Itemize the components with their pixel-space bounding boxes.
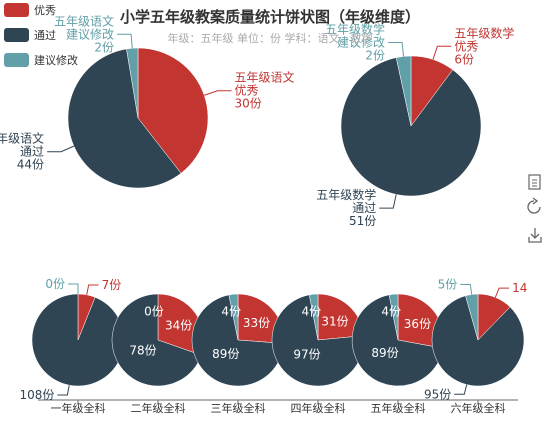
subject-pie-1-label-1: 五年级数学通过 51份 (316, 187, 376, 228)
subject-pie-0-label-line-1 (47, 145, 75, 153)
subject-pie-0-label-1: 五年级语文通过44份 (0, 131, 44, 172)
toolbox (527, 174, 542, 243)
grade-pie-1-value-label-1: 78份 (129, 344, 156, 358)
legend: 优秀 通过 建议修改 (4, 3, 78, 67)
subject-pie-0-label-line-2 (117, 33, 133, 49)
grade-category-label-1: 二年级全科 (131, 401, 186, 415)
grade-pie-0-label-1: 108份 (19, 388, 54, 402)
grade-category-label-0: 一年级全科 (51, 401, 106, 415)
subject-pie-0-label-line-0 (204, 90, 232, 96)
subject-pie-1-label-0: 五年级数学优秀 6份 (454, 25, 514, 66)
subject-pie-1-slice-1[interactable] (340, 57, 482, 197)
grade-pie-3-value-label-0: 31份 (321, 314, 348, 328)
save-image-icon[interactable] (528, 228, 542, 243)
grade-category-label-5: 六年级全科 (451, 401, 506, 415)
grade-pie-3-slice-2[interactable] (309, 293, 319, 341)
grade-pie-4-value-label-0: 36份 (404, 317, 431, 331)
grade-category-label-3: 四年级全科 (291, 401, 346, 415)
pies-layer (31, 47, 525, 404)
legend-label-pass: 通过 (34, 29, 56, 42)
grade-pie-2-value-label-0: 33份 (243, 316, 270, 330)
chart-title: 小学五年级教案质量统计饼状图（年级维度） (120, 8, 420, 26)
grade-pie-4-value-label-2: 4份 (381, 305, 401, 319)
grade-pie-5-slice-1[interactable] (431, 295, 525, 387)
grade-pie-3-value-label-1: 97份 (293, 348, 320, 362)
subject-pie-0-label-2: 五年级语文建议修改 2份 (54, 13, 114, 54)
legend-item-excellent[interactable]: 优秀 (4, 3, 56, 17)
grade-pie-5-label-line-2 (460, 284, 473, 295)
grade-pie-5-label-line-1 (454, 384, 468, 395)
grade-pie-4-slice-2[interactable] (388, 293, 399, 341)
grade-category-label-4: 五年级全科 (371, 401, 426, 415)
grade-pie-3-value-label-2: 4份 (301, 305, 321, 319)
restore-icon[interactable] (527, 197, 541, 214)
grade-pie-0-label-line-0 (86, 284, 99, 295)
subject-pie-0-slice-1[interactable] (67, 48, 182, 189)
data-view-icon[interactable] (528, 174, 541, 190)
grade-pie-1-slice-1[interactable] (111, 293, 202, 387)
grade-pie-5-label-line-0 (494, 287, 510, 298)
grade-pie-1-value-label-0: 34份 (165, 318, 192, 332)
legend-label-excellent: 优秀 (34, 4, 56, 17)
grade-pie-5-slice-2[interactable] (465, 293, 479, 341)
subject-pie-1-label-line-2 (388, 41, 405, 57)
grade-pie-5-label-1: 95份 (424, 387, 451, 401)
grade-pie-4-value-label-1: 89份 (371, 346, 398, 360)
grade-pie-4-slice-1[interactable] (351, 294, 444, 387)
subject-pie-1-label-line-1 (379, 194, 397, 209)
grade-pie-0-label-line-2 (68, 283, 79, 294)
legend-label-revise: 建议修改 (34, 53, 78, 67)
grade-pie-2-value-label-2: 4份 (221, 305, 241, 319)
legend-item-pass[interactable]: 通过 (4, 28, 56, 42)
grade-pie-0-label-2: 0份 (45, 277, 65, 291)
grade-pie-2-slice-1[interactable] (191, 294, 285, 387)
legend-swatch-revise (4, 53, 29, 67)
grade-pie-0-slice-1[interactable] (31, 293, 125, 387)
legend-swatch-pass (4, 28, 29, 42)
grade-pie-5-label-0: 14 (512, 281, 527, 295)
grade-pie-2-value-label-1: 89份 (212, 347, 239, 361)
grade-category-label-2: 三年级全科 (211, 401, 266, 415)
grade-pie-0-label-0: 7份 (102, 278, 122, 292)
subject-pie-1-label-line-0 (432, 45, 452, 60)
subject-pie-0-label-0: 五年级语文优秀 30份 (234, 70, 294, 111)
chart-subtitle: 年级：五年级 单位：份 学科：语文、数学 (168, 31, 373, 45)
subject-pie-1-label-2: 五年级数学建议修改 2份 (325, 21, 385, 62)
grade-pie-2-slice-2[interactable] (228, 293, 239, 341)
grade-pie-0-label-line-1 (57, 385, 70, 396)
grade-pie-1-value-label-2: 0份 (144, 304, 164, 318)
grade-pie-5-label-2: 5份 (438, 278, 458, 292)
legend-swatch-excellent (4, 3, 29, 17)
subject-pie-0-slice-0[interactable] (137, 47, 209, 174)
legend-item-revise[interactable]: 建议修改 (4, 53, 78, 67)
